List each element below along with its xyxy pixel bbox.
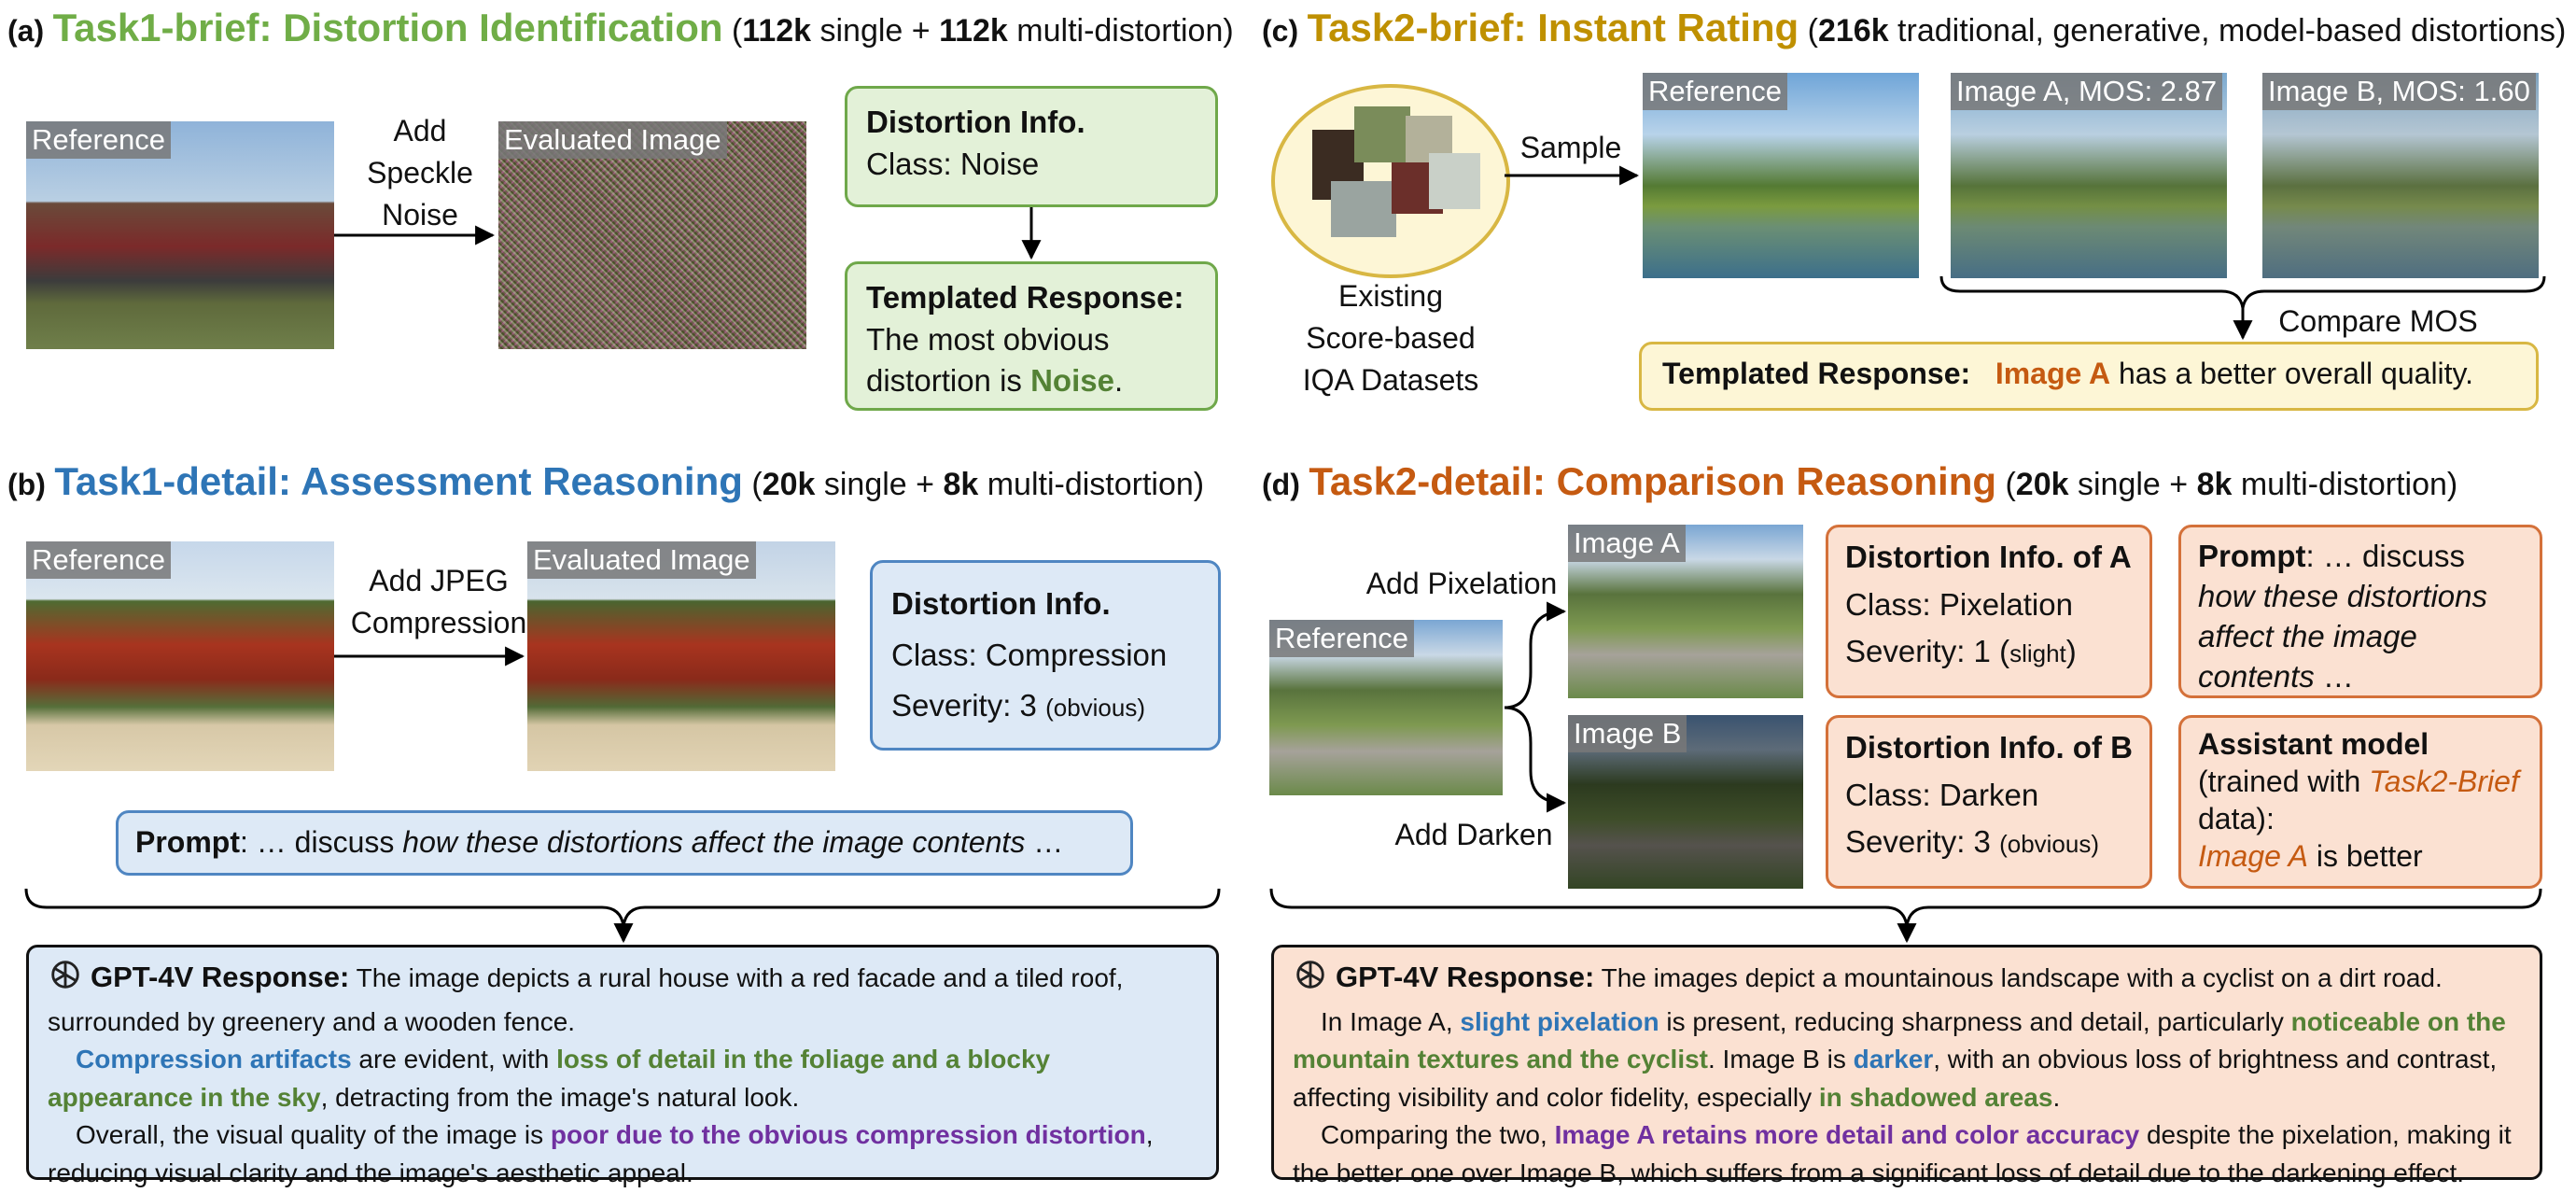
panel-d-brace	[1269, 888, 2542, 927]
panel-d-assistant-model-box: Assistant model (trained with Task2-Brie…	[2178, 715, 2542, 889]
panel-b-info-title: Distortion Info.	[891, 586, 1111, 621]
panel-c-subtitle: (216k traditional, generative, model-bas…	[1807, 13, 2567, 49]
panel-b-reference-label: Reference	[26, 541, 172, 579]
panel-b-evaluated-label: Evaluated Image	[527, 541, 756, 579]
panel-d-header: (d) Task2-detail: Comparison Reasoning (…	[1262, 459, 2457, 504]
panel-b-response-p2: Compression artifacts are evident, with …	[48, 1045, 1051, 1112]
panel-c-datasets-label: Existing Score-based IQA Datasets	[1302, 279, 1479, 397]
panel-d-image-b: Image B	[1568, 715, 1803, 889]
panel-d-image-a-label: Image A	[1568, 525, 1686, 562]
panel-a-evaluated-image: Evaluated Image	[498, 121, 806, 349]
panel-d-image-a: Image A	[1568, 525, 1803, 698]
panel-b-gpt4v-response-box: GPT-4V Response: The image depicts a rur…	[26, 945, 1219, 1187]
panel-b-response-p3: Overall, the visual quality of the image…	[48, 1120, 1154, 1187]
panel-d-gpt4v-response-box: GPT-4V Response: The images depict a mou…	[1271, 945, 2542, 1187]
panel-c-image-b-label: Image B, MOS: 1.60	[2262, 73, 2536, 110]
panel-d-info-a-box: Distortion Info. of A Class: Pixelation …	[1826, 525, 2152, 698]
panel-d-fork-up	[1504, 601, 1567, 709]
panel-d-info-b-title: Distortion Info. of B	[1845, 730, 2133, 765]
openai-logo-icon	[1293, 957, 1328, 1004]
panel-a-info-class: Class: Noise	[866, 146, 1040, 181]
panel-a-subtitle: (112k single + 112k multi-distortion)	[731, 13, 1234, 49]
panel-b-prompt-box: Prompt: … discuss how these distortions …	[116, 810, 1133, 876]
panel-a-arrow-label: Add Speckle Noise	[367, 114, 473, 232]
panel-d-add-pixelation-label: Add Pixelation	[1365, 567, 1558, 600]
panel-a-title: Task1-brief: Distortion Identification	[52, 6, 723, 49]
panel-b-distortion-info-box: Distortion Info. Class: Compression Seve…	[870, 560, 1221, 751]
panel-d-assist-text: (trained with Task2-Brief data): Image A …	[2198, 765, 2519, 873]
panel-b-response-p1: GPT-4V Response: The image depicts a rur…	[48, 957, 1197, 1041]
panel-d-assist-title: Assistant model	[2198, 727, 2429, 761]
panel-d-info-b-box: Distortion Info. of B Class: Darken Seve…	[1826, 715, 2152, 889]
panel-b-subtitle: (20k single + 8k multi-distortion)	[751, 467, 1205, 502]
panel-b-evaluated-image: Evaluated Image	[527, 541, 835, 771]
panel-b-info-severity: Severity: 3 (obvious)	[891, 688, 1146, 723]
panel-c-title: Task2-brief: Instant Rating	[1307, 6, 1799, 49]
panel-d-image-b-label: Image B	[1568, 715, 1687, 752]
panel-a-info-title: Distortion Info.	[866, 105, 1085, 139]
panel-c-reference-image: Reference	[1643, 73, 1919, 278]
panel-b-info-class: Class: Compression	[891, 637, 1168, 672]
panel-b-tag: (b)	[7, 468, 46, 501]
panel-d-fork-down	[1504, 706, 1567, 813]
panel-a-tmpl-text: The most obvious distortion is Noise.	[866, 321, 1124, 399]
iqa-datasets-ellipse	[1271, 84, 1510, 278]
panel-a-reference-label: Reference	[26, 121, 172, 159]
panel-b-arrow-label: Add JPEG Compression	[350, 564, 527, 639]
panel-c-reference-label: Reference	[1643, 73, 1788, 110]
panel-d-reference-image: Reference	[1269, 620, 1503, 795]
panel-c-header: (c) Task2-brief: Instant Rating (216k tr…	[1262, 6, 2566, 50]
panel-d-response-p1: GPT-4V Response: The images depict a mou…	[1293, 957, 2521, 1004]
panel-a-tmpl-title: Templated Response:	[866, 280, 1184, 315]
panel-b-header: (b) Task1-detail: Assessment Reasoning (…	[7, 459, 1204, 504]
panel-d-subtitle: (20k single + 8k multi-distortion)	[2005, 467, 2458, 502]
panel-c-templated-response-box: Templated Response: Image A has a better…	[1639, 342, 2539, 411]
panel-c-image-a: Image A, MOS: 2.87	[1951, 73, 2227, 278]
panel-d-info-b-class: Class: Darken	[1845, 777, 2039, 812]
panel-a-header: (a) Task1-brief: Distortion Identificati…	[7, 6, 1234, 50]
panel-d-reference-label: Reference	[1269, 620, 1415, 657]
panel-d-title: Task2-detail: Comparison Reasoning	[1309, 459, 1997, 503]
panel-d-response-p2: In Image A, slight pixelation is present…	[1293, 1006, 2506, 1112]
panel-b-title: Task1-detail: Assessment Reasoning	[54, 459, 743, 503]
panel-a-distortion-info-box: Distortion Info. Class: Noise	[845, 86, 1218, 207]
panel-d-info-a-title: Distortion Info. of A	[1845, 540, 2132, 574]
panel-a-templated-response-box: Templated Response: The most obvious dis…	[845, 261, 1218, 411]
panel-c-compare-label: Compare MOS	[2278, 304, 2478, 338]
panel-d-info-b-severity: Severity: 3 (obvious)	[1845, 824, 2100, 860]
panel-d-prompt-box: Prompt: … discuss how these distortions …	[2178, 525, 2542, 698]
panel-c-sample-label: Sample	[1519, 131, 1622, 164]
panel-d-info-a-severity: Severity: 1 (slight)	[1845, 634, 2077, 669]
openai-logo-icon	[48, 957, 83, 1004]
panel-d-response-p3: Comparing the two, Image A retains more …	[1293, 1120, 2512, 1187]
panel-c-tag: (c)	[1262, 14, 1299, 48]
panel-d-tag: (d)	[1262, 468, 1300, 501]
panel-d-add-darken-label: Add Darken	[1394, 818, 1553, 851]
panel-b-reference-image: Reference	[26, 541, 334, 771]
panel-d-info-a-class: Class: Pixelation	[1845, 586, 2073, 622]
panel-b-brace	[24, 888, 1221, 927]
panel-a-tag: (a)	[7, 14, 45, 48]
panel-c-image-a-label: Image A, MOS: 2.87	[1951, 73, 2223, 110]
panel-a-evaluated-label: Evaluated Image	[498, 121, 727, 159]
panel-a-reference-image: Reference	[26, 121, 334, 349]
panel-c-image-b: Image B, MOS: 1.60	[2262, 73, 2539, 278]
